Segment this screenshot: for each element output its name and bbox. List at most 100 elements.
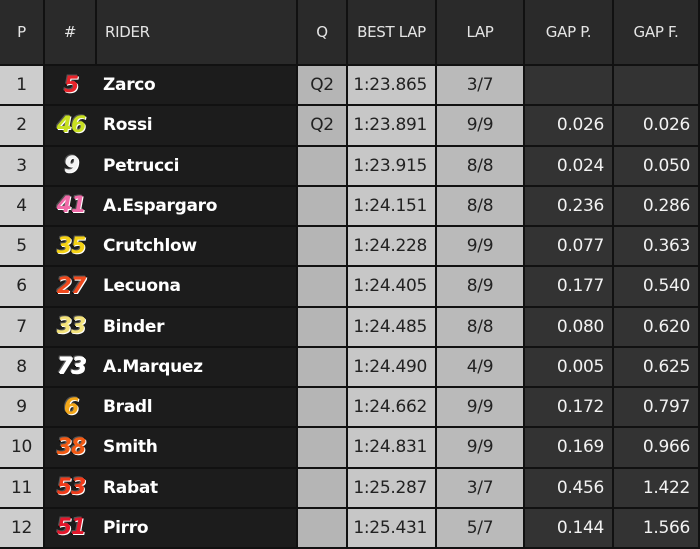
position-cell: 11 <box>0 468 45 509</box>
q-cell <box>298 267 348 308</box>
gap-p-cell: 0.236 <box>525 186 614 227</box>
best-lap-cell: 1:25.431 <box>348 508 437 549</box>
q-cell <box>298 186 348 227</box>
best-lap-cell: 1:24.662 <box>348 388 437 429</box>
rider-cell: Petrucci <box>97 146 298 187</box>
gap-f-cell: 0.050 <box>614 146 700 187</box>
column-header: LAP <box>437 0 525 66</box>
gap-f-cell: 0.540 <box>614 267 700 308</box>
rider-cell: Rabat <box>97 468 298 509</box>
gap-f-cell: 0.625 <box>614 347 700 388</box>
q-cell <box>298 307 348 348</box>
lap-cell: 8/8 <box>437 186 525 227</box>
column-header: GAP P. <box>525 0 614 66</box>
rider-cell: Zarco <box>97 66 298 107</box>
number-cell: 35 <box>45 227 97 268</box>
lap-cell: 9/9 <box>437 388 525 429</box>
position-cell: 7 <box>0 307 45 348</box>
q-cell: Q2 <box>298 66 348 107</box>
position-cell: 2 <box>0 106 45 147</box>
number-cell: 6 <box>45 388 97 429</box>
number-cell: 51 <box>45 508 97 549</box>
q-cell <box>298 227 348 268</box>
position-cell: 12 <box>0 508 45 549</box>
column-header: RIDER <box>97 0 298 66</box>
gap-p-cell: 0.077 <box>525 227 614 268</box>
number-cell: 5 <box>45 66 97 107</box>
position-cell: 8 <box>0 347 45 388</box>
gap-f-cell: 0.286 <box>614 186 700 227</box>
rider-cell: Bradl <box>97 388 298 429</box>
q-cell <box>298 428 348 469</box>
position-cell: 3 <box>0 146 45 187</box>
number-cell: 9 <box>45 146 97 187</box>
gap-f-cell: 0.363 <box>614 227 700 268</box>
best-lap-cell: 1:24.228 <box>348 227 437 268</box>
rider-cell: Binder <box>97 307 298 348</box>
best-lap-cell: 1:25.287 <box>348 468 437 509</box>
q-cell: Q2 <box>298 106 348 147</box>
gap-p-cell: 0.169 <box>525 428 614 469</box>
gap-p-cell: 0.080 <box>525 307 614 348</box>
position-cell: 4 <box>0 186 45 227</box>
gap-f-cell: 0.620 <box>614 307 700 348</box>
lap-cell: 4/9 <box>437 347 525 388</box>
lap-cell: 9/9 <box>437 428 525 469</box>
q-cell <box>298 468 348 509</box>
position-cell: 5 <box>0 227 45 268</box>
gap-f-cell: 0.026 <box>614 106 700 147</box>
rider-cell: Crutchlow <box>97 227 298 268</box>
best-lap-cell: 1:24.831 <box>348 428 437 469</box>
lap-cell: 9/9 <box>437 227 525 268</box>
column-header: # <box>45 0 97 66</box>
gap-f-cell: 1.422 <box>614 468 700 509</box>
rider-cell: A.Marquez <box>97 347 298 388</box>
gap-p-cell: 0.144 <box>525 508 614 549</box>
number-cell: 53 <box>45 468 97 509</box>
q-cell <box>298 388 348 429</box>
gap-p-cell: 0.005 <box>525 347 614 388</box>
column-header: GAP F. <box>614 0 700 66</box>
best-lap-cell: 1:24.490 <box>348 347 437 388</box>
column-header: Q <box>298 0 348 66</box>
gap-p-cell: 0.177 <box>525 267 614 308</box>
column-header: P <box>0 0 45 66</box>
lap-cell: 9/9 <box>437 106 525 147</box>
gap-p-cell: 0.172 <box>525 388 614 429</box>
position-cell: 1 <box>0 66 45 107</box>
gap-p-cell: 0.456 <box>525 468 614 509</box>
lap-cell: 8/8 <box>437 307 525 348</box>
best-lap-cell: 1:23.915 <box>348 146 437 187</box>
gap-f-cell <box>614 66 700 107</box>
column-header: BEST LAP <box>348 0 437 66</box>
position-cell: 6 <box>0 267 45 308</box>
position-cell: 9 <box>0 388 45 429</box>
number-cell: 73 <box>45 347 97 388</box>
rider-cell: Lecuona <box>97 267 298 308</box>
number-cell: 41 <box>45 186 97 227</box>
number-cell: 27 <box>45 267 97 308</box>
best-lap-cell: 1:24.405 <box>348 267 437 308</box>
gap-f-cell: 0.797 <box>614 388 700 429</box>
best-lap-cell: 1:23.891 <box>348 106 437 147</box>
q-cell <box>298 508 348 549</box>
q-cell <box>298 146 348 187</box>
rider-cell: Rossi <box>97 106 298 147</box>
number-cell: 38 <box>45 428 97 469</box>
gap-f-cell: 0.966 <box>614 428 700 469</box>
gap-p-cell: 0.026 <box>525 106 614 147</box>
position-cell: 10 <box>0 428 45 469</box>
number-cell: 46 <box>45 106 97 147</box>
lap-cell: 5/7 <box>437 508 525 549</box>
lap-cell: 3/7 <box>437 66 525 107</box>
best-lap-cell: 1:24.485 <box>348 307 437 348</box>
q-cell <box>298 347 348 388</box>
gap-f-cell: 1.566 <box>614 508 700 549</box>
lap-cell: 8/9 <box>437 267 525 308</box>
number-cell: 33 <box>45 307 97 348</box>
rider-cell: A.Espargaro <box>97 186 298 227</box>
best-lap-cell: 1:24.151 <box>348 186 437 227</box>
gap-p-cell: 0.024 <box>525 146 614 187</box>
lap-cell: 3/7 <box>437 468 525 509</box>
